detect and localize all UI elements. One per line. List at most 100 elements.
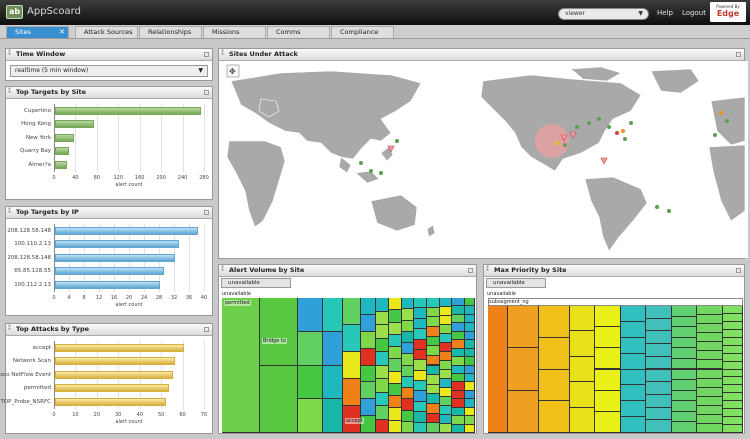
treemap-tile[interactable]: [439, 379, 452, 387]
treemap-tile[interactable]: [722, 329, 742, 337]
treemap-tile[interactable]: [464, 348, 474, 357]
treemap-tile[interactable]: [722, 401, 742, 409]
bar[interactable]: [55, 147, 69, 155]
treemap-tile[interactable]: [646, 382, 671, 394]
treemap-tile[interactable]: [646, 420, 671, 432]
treemap-tile[interactable]: [620, 306, 646, 321]
treemap-tile[interactable]: [452, 399, 464, 407]
treemap-tile[interactable]: [439, 370, 452, 378]
treemap-tile[interactable]: [426, 326, 439, 336]
treemap-tile[interactable]: [439, 343, 452, 351]
treemap-tile[interactable]: [539, 369, 569, 401]
treemap-tile[interactable]: [414, 349, 426, 360]
treemap-tile[interactable]: [388, 396, 401, 408]
pan-control[interactable]: [226, 64, 240, 78]
maximize-icon[interactable]: [736, 52, 741, 57]
treemap-tile[interactable]: [414, 422, 426, 432]
treemap-tile[interactable]: [464, 298, 474, 306]
treemap-tile[interactable]: [376, 298, 388, 311]
treemap-tile[interactable]: [297, 399, 323, 432]
treemap-tile[interactable]: [426, 423, 439, 432]
maximize-icon[interactable]: [204, 90, 209, 95]
tab-missions[interactable]: Missions: [203, 26, 266, 38]
treemap-tile[interactable]: [488, 306, 508, 432]
treemap-tile[interactable]: [401, 298, 414, 309]
treemap-tile[interactable]: [452, 298, 464, 306]
tab-sites[interactable]: Sites ✕: [6, 26, 69, 38]
treemap-tile[interactable]: [376, 419, 388, 432]
bar[interactable]: [55, 240, 179, 248]
treemap-tile[interactable]: [222, 298, 259, 432]
alert-volume-treemap[interactable]: permitted Bridge to accept: [222, 298, 475, 433]
bar[interactable]: [55, 267, 164, 275]
treemap-tile[interactable]: [464, 306, 474, 314]
bar[interactable]: [55, 160, 67, 169]
treemap-tile[interactable]: [671, 411, 697, 422]
treemap-tile[interactable]: [508, 306, 538, 348]
help-link[interactable]: Help: [657, 9, 673, 17]
treemap-tile[interactable]: [414, 391, 426, 401]
treemap-tile[interactable]: [620, 321, 646, 337]
treemap-tile[interactable]: [426, 355, 439, 365]
treemap-tile[interactable]: [464, 365, 474, 373]
treemap-tile[interactable]: [401, 309, 414, 320]
logout-link[interactable]: Logout: [682, 9, 706, 17]
treemap-tile[interactable]: [722, 321, 742, 329]
bar[interactable]: [55, 384, 169, 392]
treemap-tile[interactable]: [464, 424, 474, 432]
treemap-tile[interactable]: [388, 383, 401, 396]
treemap-tile[interactable]: [388, 298, 401, 310]
treemap-tile[interactable]: [401, 365, 414, 376]
treemap-tile[interactable]: [452, 314, 464, 323]
treemap-tile[interactable]: [376, 338, 388, 351]
treemap-tile[interactable]: [697, 324, 722, 333]
treemap-tile[interactable]: [464, 399, 474, 407]
maximize-icon[interactable]: [204, 52, 209, 57]
treemap-tile[interactable]: [361, 314, 376, 331]
treemap-tile[interactable]: [452, 424, 464, 432]
treemap-tile[interactable]: [697, 315, 722, 324]
treemap-tile[interactable]: [595, 369, 620, 390]
treemap-tile[interactable]: [401, 410, 414, 421]
bar[interactable]: [55, 370, 173, 379]
treemap-tile[interactable]: [722, 409, 742, 417]
treemap-tile[interactable]: [697, 360, 722, 369]
treemap-tile[interactable]: [646, 344, 671, 356]
treemap-tile[interactable]: [401, 354, 414, 365]
maximize-icon[interactable]: [736, 268, 741, 273]
treemap-tile[interactable]: [620, 385, 646, 401]
treemap-tile[interactable]: [376, 311, 388, 324]
treemap-tile[interactable]: [697, 333, 722, 342]
treemap-tile[interactable]: [439, 406, 452, 414]
treemap-tile[interactable]: [414, 360, 426, 370]
treemap-tile[interactable]: [539, 306, 569, 337]
treemap-tile[interactable]: [401, 376, 414, 387]
treemap-tile[interactable]: [452, 365, 464, 373]
bar[interactable]: [55, 106, 201, 115]
tab-relationships[interactable]: Relationships: [139, 26, 202, 38]
treemap-tile[interactable]: [439, 352, 452, 360]
treemap-tile[interactable]: [620, 401, 646, 417]
treemap-tile[interactable]: [388, 420, 401, 432]
treemap-tile[interactable]: [722, 393, 742, 401]
treemap-tile[interactable]: [620, 417, 646, 432]
treemap-tile[interactable]: [426, 317, 439, 326]
treemap-tile[interactable]: [376, 379, 388, 392]
treemap-tile[interactable]: [646, 394, 671, 407]
treemap-tile[interactable]: [671, 316, 697, 327]
treemap-tile[interactable]: [439, 415, 452, 423]
treemap-tile[interactable]: [722, 345, 742, 353]
treemap-tile[interactable]: [259, 365, 297, 432]
site-markers[interactable]: [359, 111, 729, 213]
treemap-tile[interactable]: [343, 325, 361, 351]
treemap-tile[interactable]: [452, 373, 464, 382]
treemap-tile[interactable]: [508, 348, 538, 390]
treemap-tile[interactable]: [401, 331, 414, 342]
bar[interactable]: [55, 280, 160, 289]
treemap-tile[interactable]: [697, 396, 722, 405]
treemap-tile[interactable]: [426, 413, 439, 423]
treemap-tile[interactable]: [569, 356, 595, 382]
treemap-tile[interactable]: [376, 406, 388, 419]
treemap-tile[interactable]: [439, 298, 452, 306]
treemap-tile[interactable]: [464, 373, 474, 382]
